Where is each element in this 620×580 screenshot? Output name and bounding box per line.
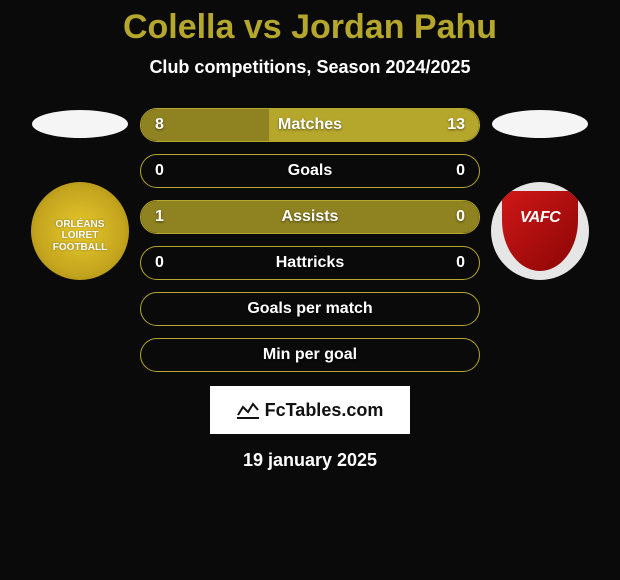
stat-row: 0 0 Hattricks xyxy=(140,246,480,280)
stat-value-left: 0 xyxy=(155,254,164,272)
page-title: Colella vs Jordan Pahu xyxy=(123,8,497,47)
club-badge-left: ORLÉANSLOIRETFOOTBALL xyxy=(31,182,129,280)
stat-value-left: 0 xyxy=(155,162,164,180)
player-right-column: VAFC xyxy=(480,108,600,280)
stat-value-right: 0 xyxy=(456,162,465,180)
stat-value-left: 8 xyxy=(155,116,164,134)
stat-label: Min per goal xyxy=(263,346,357,364)
brand-badge: FcTables.com xyxy=(210,386,410,434)
stat-label: Goals xyxy=(288,162,332,180)
stat-value-right: 0 xyxy=(456,254,465,272)
club-badge-left-text: ORLÉANSLOIRETFOOTBALL xyxy=(53,209,107,254)
stat-value-right: 13 xyxy=(447,116,465,134)
club-badge-right-text: VAFC xyxy=(520,209,560,227)
stat-label: Matches xyxy=(278,116,342,134)
club-shield-right: VAFC xyxy=(502,191,578,271)
comparison-body: ORLÉANSLOIRETFOOTBALL 8 13 Matches 0 0 Goals 1… xyxy=(0,108,620,372)
stat-row: Min per goal xyxy=(140,338,480,372)
comparison-card: Colella vs Jordan Pahu Club competitions… xyxy=(0,0,620,471)
infographic-date: 19 january 2025 xyxy=(243,450,377,471)
stat-row: 8 13 Matches xyxy=(140,108,480,142)
country-flag-right xyxy=(492,110,588,138)
stat-row: 0 0 Goals xyxy=(140,154,480,188)
stat-row: Goals per match xyxy=(140,292,480,326)
stat-value-left: 1 xyxy=(155,208,164,226)
stat-label: Goals per match xyxy=(247,300,372,318)
player-left-column: ORLÉANSLOIRETFOOTBALL xyxy=(20,108,140,280)
brand-icon xyxy=(237,401,259,419)
stat-label: Hattricks xyxy=(276,254,344,272)
country-flag-left xyxy=(32,110,128,138)
stats-panel: 8 13 Matches 0 0 Goals 1 0 Assists 0 0 Hattricks Goa… xyxy=(140,108,480,372)
brand-text: FcTables.com xyxy=(265,400,384,421)
page-subtitle: Club competitions, Season 2024/2025 xyxy=(149,57,470,78)
stat-value-right: 0 xyxy=(456,208,465,226)
stat-label: Assists xyxy=(282,208,339,226)
club-badge-right: VAFC xyxy=(491,182,589,280)
stat-row: 1 0 Assists xyxy=(140,200,480,234)
